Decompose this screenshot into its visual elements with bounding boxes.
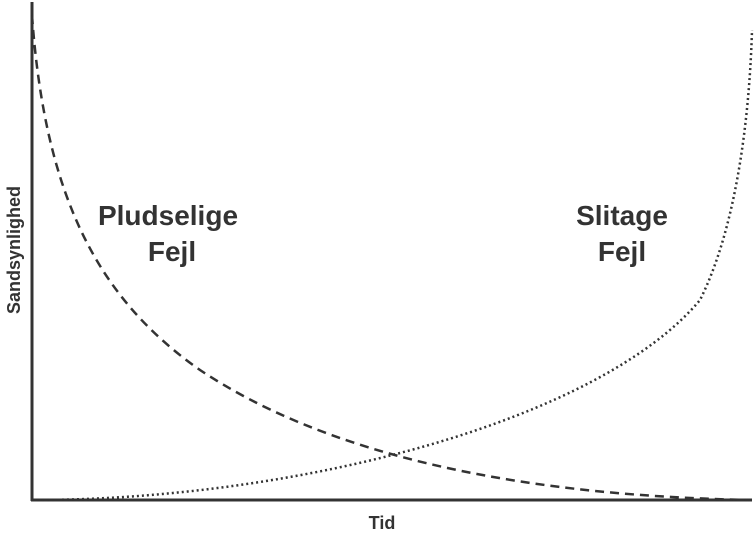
y-axis-label: Sandsynlighed xyxy=(4,186,24,314)
x-axis-label: Tid xyxy=(369,513,396,533)
curve-label: Fejl xyxy=(598,236,646,267)
curve-label: Fejl xyxy=(148,236,196,267)
curve-label: Pludselige xyxy=(98,200,238,231)
sudden-failure-curve xyxy=(30,14,751,502)
wear-failure-curve xyxy=(31,29,754,502)
curve-label: Slitage xyxy=(576,200,668,231)
